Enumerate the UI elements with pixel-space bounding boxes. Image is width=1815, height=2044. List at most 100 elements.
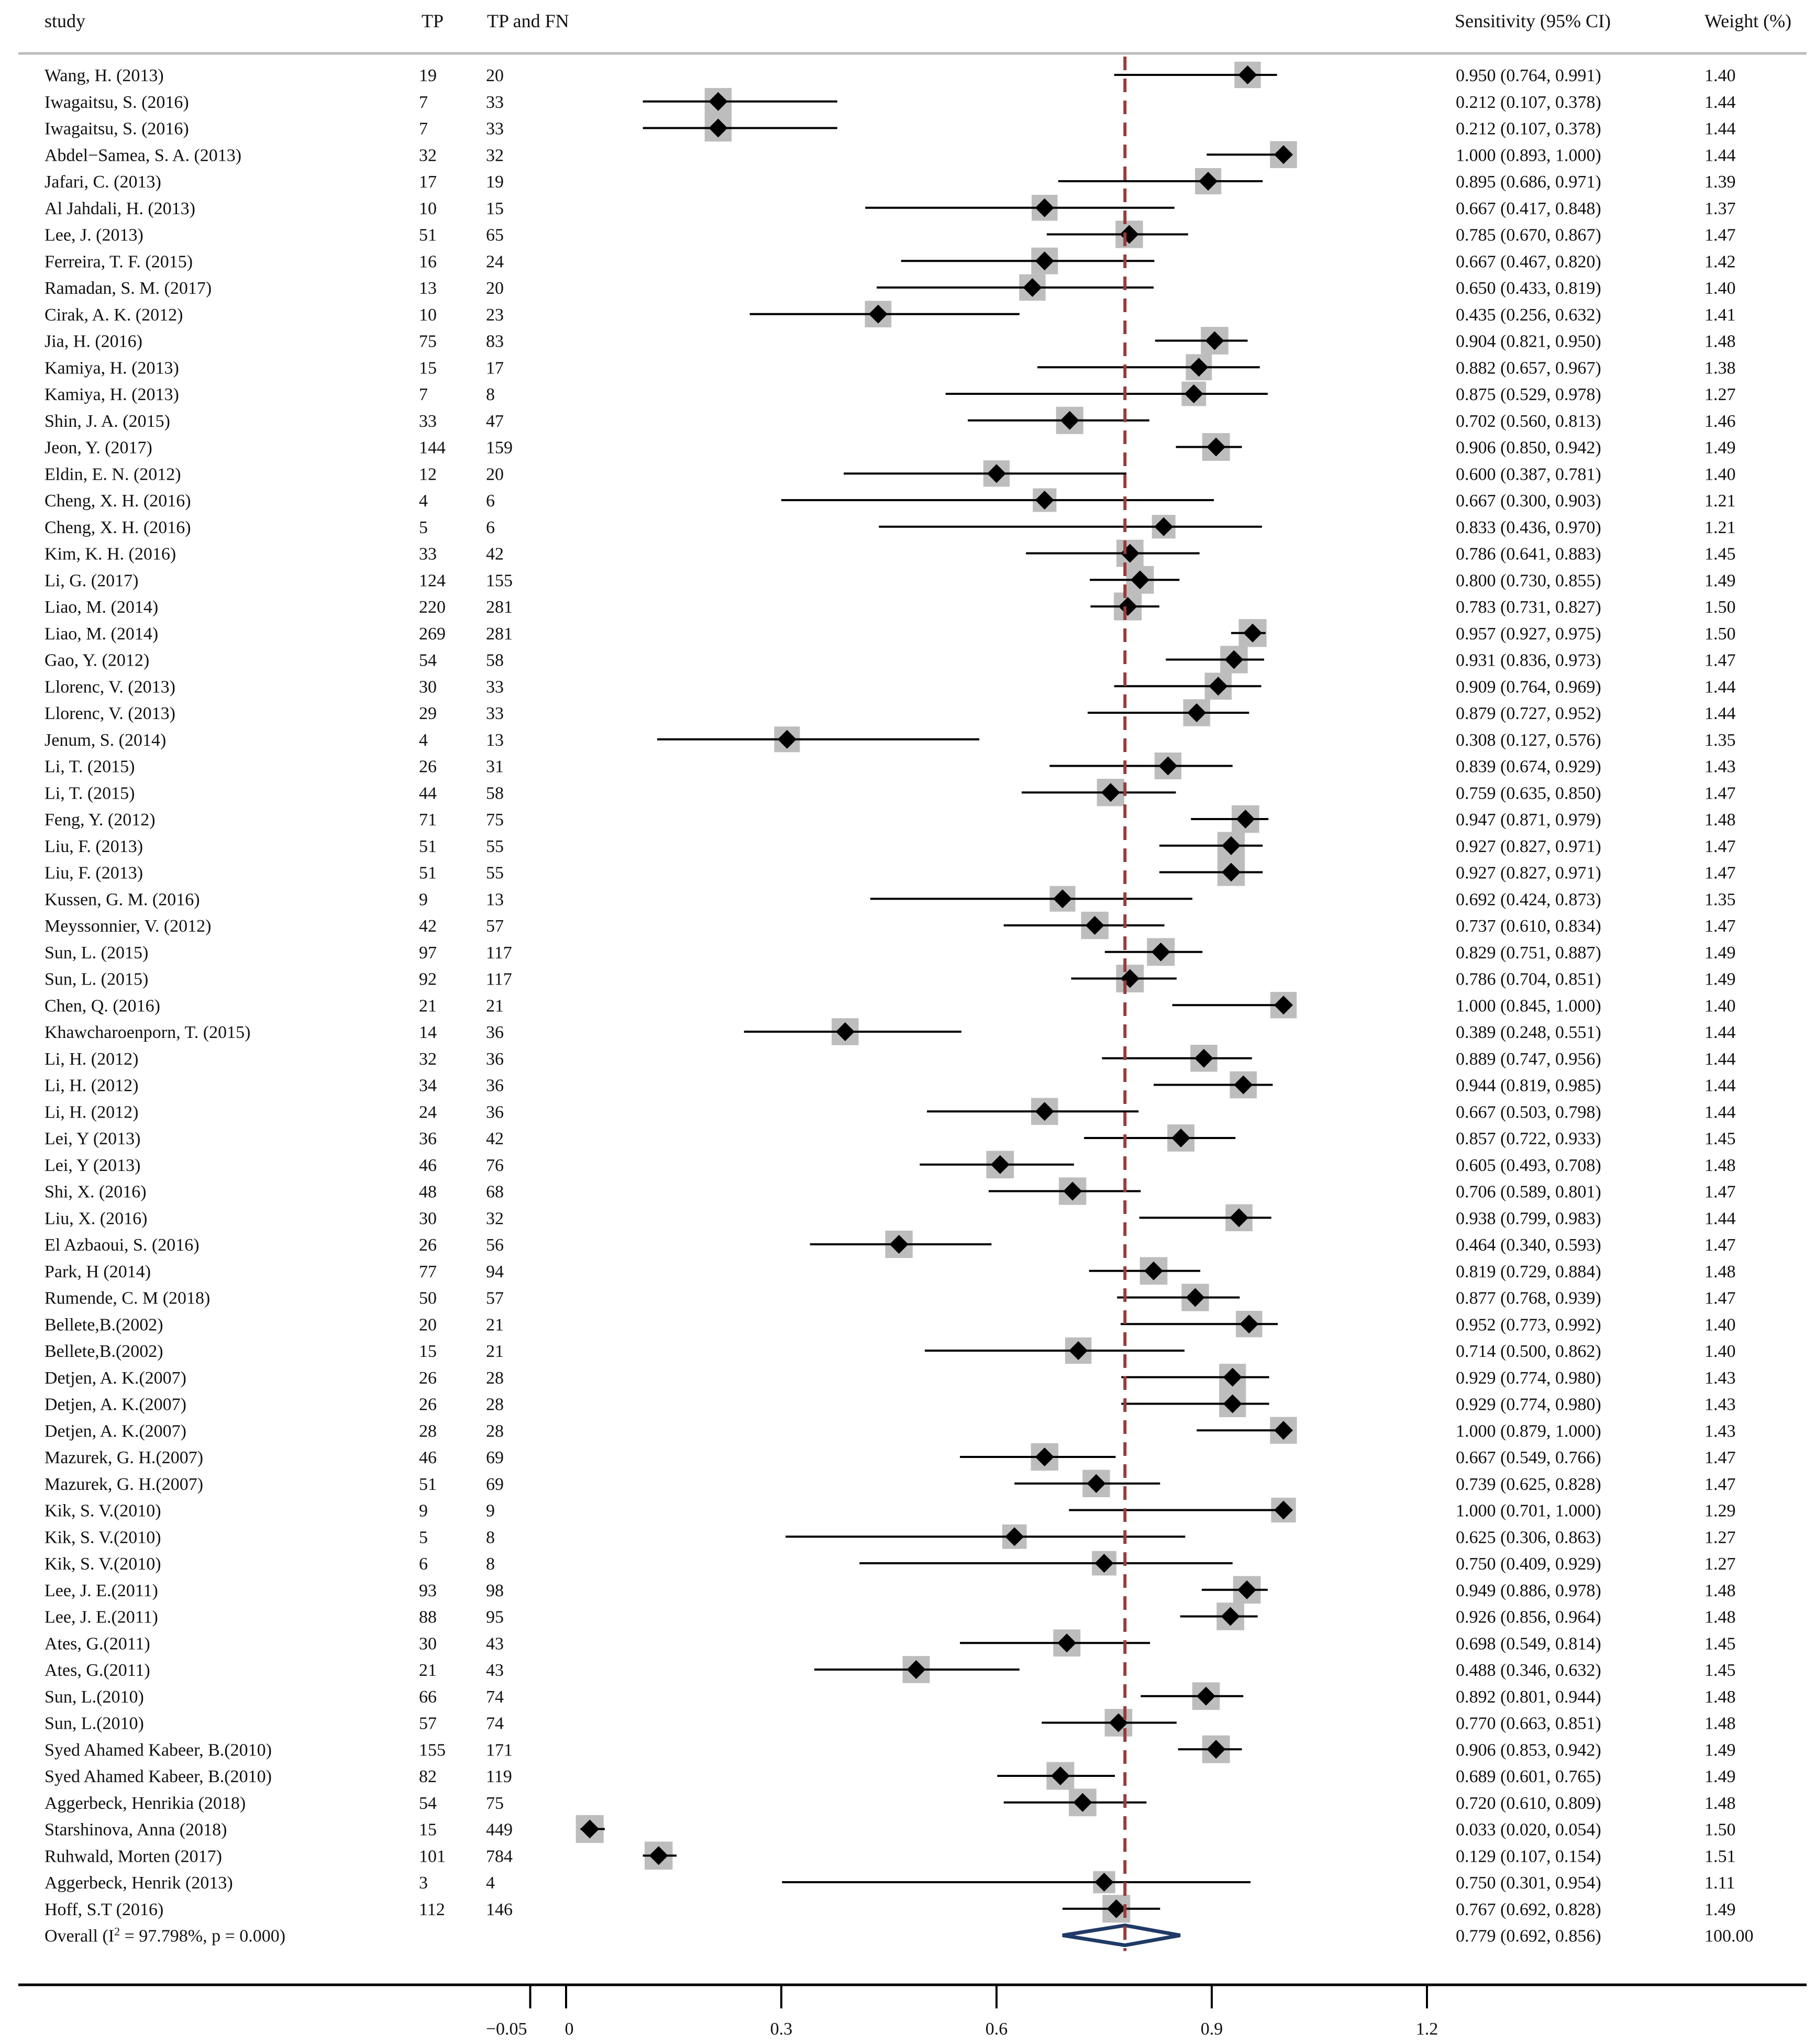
sensitivity-ci-text: 0.706 (0.589, 0.801) <box>1456 1183 1601 1202</box>
overall-label: Overall (I2 = 97.798%, p = 0.000) <box>45 1925 285 1946</box>
weight-value: 1.45 <box>1705 1634 1736 1653</box>
tp-value: 155 <box>419 1740 446 1760</box>
study-label: Ramadan, S. M. (2017) <box>45 279 212 298</box>
study-row: Gao, Y. (2012) 54 58 0.931 (0.836, 0.973) 1.… <box>45 646 1736 673</box>
point-estimate-marker <box>1184 384 1203 403</box>
tp-value: 26 <box>419 1235 437 1255</box>
tp-and-fn-value: 9 <box>486 1501 495 1521</box>
study-label: Liu, F. (2013) <box>45 864 143 883</box>
sensitivity-ci-text: 0.927 (0.827, 0.971) <box>1456 864 1601 883</box>
weight-value: 1.43 <box>1705 757 1736 777</box>
study-label: Bellete,B.(2002) <box>45 1342 163 1361</box>
study-label: Hoff, S.T (2016) <box>45 1900 163 1919</box>
sensitivity-ci-text: 0.857 (0.722, 0.933) <box>1456 1129 1601 1148</box>
point-estimate-marker <box>1158 756 1178 776</box>
point-estimate-marker <box>906 1660 926 1679</box>
weight-value: 1.43 <box>1705 1395 1736 1415</box>
point-estimate-marker <box>1144 1261 1164 1280</box>
sensitivity-ci-text: 0.750 (0.409, 0.929) <box>1456 1554 1601 1574</box>
study-row: Feng, Y. (2012) 71 75 0.947 (0.871, 0.979) 1… <box>45 805 1736 833</box>
tp-value: 24 <box>419 1102 437 1122</box>
weight-value: 1.50 <box>1705 624 1736 644</box>
point-estimate-marker <box>1063 1181 1082 1201</box>
tp-and-fn-value: 8 <box>486 1554 495 1574</box>
point-estimate-marker <box>1171 1129 1191 1147</box>
tp-value: 54 <box>419 651 437 670</box>
study-row: Jenum, S. (2014) 4 13 0.308 (0.127, 0.576) 1… <box>45 726 1736 753</box>
tp-value: 66 <box>419 1687 437 1707</box>
study-row: Al Jahdali, H. (2013) 10 15 0.667 (0.417, 0… <box>45 194 1736 221</box>
tp-value: 16 <box>419 252 437 271</box>
point-estimate-marker <box>1197 1686 1216 1706</box>
tp-value: 220 <box>419 598 446 617</box>
point-estimate-marker <box>1207 437 1226 457</box>
sensitivity-ci-text: 0.667 (0.300, 0.903) <box>1456 491 1601 511</box>
study-row: Chen, Q. (2016) 21 21 1.000 (0.845, 1.000) 1… <box>45 992 1736 1019</box>
overall-weight: 100.00 <box>1705 1927 1754 1946</box>
point-estimate-marker <box>1243 623 1263 643</box>
sensitivity-ci-text: 0.702 (0.560, 0.813) <box>1456 412 1601 431</box>
point-estimate-marker <box>1274 1421 1293 1440</box>
tp-and-fn-value: 117 <box>486 943 512 963</box>
weight-value: 1.49 <box>1705 970 1736 989</box>
point-estimate-marker <box>1035 491 1054 510</box>
study-row: Iwagaitsu, S. (2016) 7 33 0.212 (0.107, 0.3… <box>45 114 1736 142</box>
study-row: Mazurek, G. H.(2007) 46 69 0.667 (0.549, 0.… <box>45 1443 1736 1471</box>
tp-and-fn-value: 281 <box>486 624 513 644</box>
weight-value: 1.44 <box>1705 119 1736 139</box>
sensitivity-ci-text: 0.927 (0.827, 0.971) <box>1456 837 1601 856</box>
sensitivity-ci-text: 0.931 (0.836, 0.973) <box>1456 651 1601 670</box>
study-label: Aggerbeck, Henrik (2013) <box>45 1873 233 1893</box>
study-label: Bellete,B.(2002) <box>45 1315 163 1334</box>
point-estimate-marker <box>1223 1394 1242 1413</box>
study-row: Sun, L. (2015) 92 117 0.786 (0.704, 0.851) 1… <box>45 965 1736 992</box>
study-label: Chen, Q. (2016) <box>45 996 160 1015</box>
point-estimate-marker <box>580 1819 600 1839</box>
sensitivity-ci-text: 1.000 (0.845, 1.000) <box>1456 996 1601 1015</box>
study-label: Park, H (2014) <box>45 1262 151 1281</box>
study-label: Iwagaitsu, S. (2016) <box>45 93 189 112</box>
weight-value: 1.40 <box>1705 1315 1736 1334</box>
tp-and-fn-value: 32 <box>486 1209 504 1228</box>
sensitivity-ci-text: 0.909 (0.764, 0.969) <box>1456 677 1601 697</box>
study-label: Jafari, C. (2013) <box>45 172 161 192</box>
point-estimate-marker <box>990 1155 1010 1174</box>
tp-value: 82 <box>419 1767 437 1786</box>
tp-and-fn-value: 13 <box>486 731 504 750</box>
tp-value: 44 <box>419 783 437 803</box>
weight-value: 1.27 <box>1705 1528 1736 1547</box>
tp-and-fn-value: 58 <box>486 783 504 803</box>
sensitivity-ci-text: 0.692 (0.424, 0.873) <box>1456 890 1601 909</box>
tp-and-fn-value: 171 <box>486 1740 513 1760</box>
study-row: Rumende, C. M (2018) 50 57 0.877 (0.768, 0.… <box>45 1284 1736 1311</box>
sensitivity-ci-text: 0.488 (0.346, 0.632) <box>1456 1661 1601 1680</box>
tp-and-fn-value: 8 <box>486 1528 495 1547</box>
weight-value: 1.48 <box>1705 1608 1736 1627</box>
point-estimate-marker <box>1053 889 1072 909</box>
sensitivity-ci-text: 0.786 (0.704, 0.851) <box>1456 970 1601 989</box>
weight-value: 1.27 <box>1705 1554 1736 1574</box>
tp-value: 57 <box>419 1714 437 1733</box>
study-label: Lee, J. E.(2011) <box>45 1608 158 1627</box>
study-label: Lee, J. (2013) <box>45 226 143 245</box>
sensitivity-ci-text: 0.605 (0.493, 0.708) <box>1456 1156 1601 1175</box>
point-estimate-marker <box>1221 1607 1240 1626</box>
study-label: Li, G. (2017) <box>45 571 138 590</box>
study-label: Li, H. (2012) <box>45 1049 138 1069</box>
study-row: Syed Ahamed Kabeer, B.(2010) 82 119 0.689 (… <box>45 1762 1736 1790</box>
tp-and-fn-value: 55 <box>486 864 504 883</box>
point-estimate-marker <box>1238 65 1257 84</box>
tp-and-fn-value: 43 <box>486 1661 504 1680</box>
sensitivity-ci-text: 0.949 (0.886, 0.978) <box>1456 1581 1601 1600</box>
tp-and-fn-value: 98 <box>486 1581 504 1600</box>
tp-value: 17 <box>419 172 437 192</box>
tp-value: 4 <box>419 491 428 511</box>
x-tick-label: −0.05 <box>486 2019 527 2039</box>
tp-value: 48 <box>419 1183 437 1202</box>
weight-value: 1.45 <box>1705 1129 1736 1148</box>
study-label: Iwagaitsu, S. (2016) <box>45 119 189 139</box>
tp-value: 21 <box>419 1661 437 1680</box>
study-row: Kik, S. V.(2010) 6 8 0.750 (0.409, 0.929) 1.… <box>45 1551 1736 1576</box>
tp-and-fn-value: 20 <box>486 66 504 85</box>
tp-and-fn-value: 58 <box>486 651 504 670</box>
